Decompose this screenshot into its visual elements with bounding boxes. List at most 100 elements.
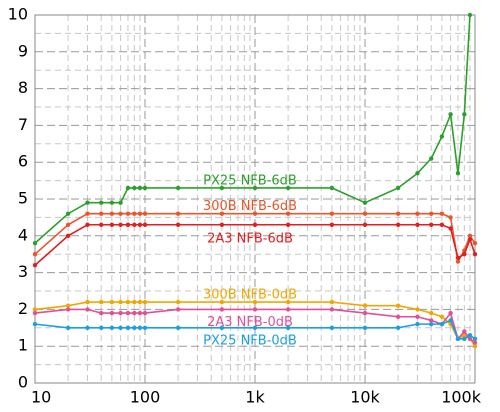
data-point	[429, 211, 434, 216]
data-point	[118, 211, 123, 216]
data-point	[142, 299, 148, 305]
data-point	[109, 200, 115, 205]
data-point	[472, 344, 478, 349]
data-point	[65, 303, 71, 308]
data-point	[132, 185, 137, 191]
data-point	[175, 325, 181, 330]
data-point	[439, 314, 445, 319]
series-label: 300B NFB-6dB	[203, 199, 297, 214]
data-point	[329, 211, 335, 216]
data-point	[175, 299, 181, 305]
data-point	[472, 240, 478, 246]
data-point	[132, 222, 137, 227]
data-point	[362, 303, 368, 308]
data-point	[415, 171, 420, 176]
data-point	[118, 299, 123, 305]
data-point	[467, 237, 473, 242]
data-point	[219, 185, 225, 191]
data-point	[462, 252, 467, 257]
data-point	[32, 240, 38, 246]
data-point	[118, 310, 123, 316]
data-point	[99, 211, 104, 216]
data-point	[99, 200, 104, 205]
data-point	[429, 156, 434, 161]
data-point	[118, 222, 123, 227]
data-point	[118, 325, 123, 330]
y-tick-label: 4	[18, 225, 28, 244]
data-point	[329, 185, 335, 191]
data-point	[65, 211, 71, 216]
data-point	[142, 185, 148, 191]
data-point	[462, 329, 467, 334]
data-point	[125, 299, 131, 305]
y-tick-label: 5	[18, 189, 28, 208]
data-point	[142, 222, 148, 227]
data-point	[429, 310, 434, 316]
data-point	[118, 200, 123, 205]
x-tick-label: 100	[130, 388, 161, 407]
data-point	[65, 325, 71, 330]
data-point	[362, 222, 368, 227]
data-point	[472, 336, 478, 342]
y-tick-label: 7	[18, 115, 28, 134]
data-point	[362, 200, 368, 205]
data-point	[85, 325, 90, 330]
data-point	[362, 325, 368, 330]
data-point	[439, 222, 445, 227]
data-point	[462, 112, 467, 117]
data-point	[252, 185, 258, 191]
data-point	[285, 185, 291, 191]
data-point	[439, 134, 445, 139]
data-point	[142, 310, 148, 316]
data-point	[109, 222, 115, 227]
y-tick-label: 8	[18, 78, 28, 97]
data-point	[125, 222, 131, 227]
data-point	[137, 211, 143, 216]
data-point	[472, 252, 478, 257]
data-point	[439, 321, 445, 327]
x-tick-label: 10k	[350, 388, 380, 407]
data-point	[395, 314, 401, 319]
data-point	[175, 211, 181, 216]
data-point	[175, 222, 181, 227]
data-point	[448, 215, 453, 220]
data-point	[415, 222, 420, 227]
data-point	[415, 307, 420, 312]
data-point	[395, 211, 401, 216]
data-point	[285, 222, 291, 227]
series-label: 2A3 NFB-6dB	[207, 231, 293, 246]
data-point	[329, 325, 335, 330]
data-point	[467, 12, 473, 18]
data-point	[109, 310, 115, 316]
data-point	[462, 336, 467, 342]
data-point	[362, 310, 368, 316]
data-point	[329, 307, 335, 312]
data-point	[329, 299, 335, 305]
y-tick-label: 3	[18, 262, 28, 281]
data-point	[99, 299, 104, 305]
data-point	[285, 325, 291, 330]
data-point	[219, 299, 225, 305]
data-point	[429, 222, 434, 227]
series-label: PX25 NFB-0dB	[203, 333, 297, 348]
y-tick-label: 2	[18, 299, 28, 318]
x-tick-label: 100k	[441, 388, 482, 407]
data-point	[395, 303, 401, 308]
data-point	[415, 211, 420, 216]
data-point	[175, 307, 181, 312]
data-point	[109, 299, 115, 305]
data-point	[395, 185, 401, 191]
series-label: 300B NFB-0dB	[203, 288, 297, 303]
data-point	[252, 325, 258, 330]
data-point	[448, 112, 453, 117]
data-point	[252, 211, 258, 216]
data-point	[219, 211, 225, 216]
data-point	[132, 299, 137, 305]
data-point	[65, 233, 71, 238]
data-point	[99, 310, 104, 316]
data-point	[65, 222, 71, 227]
series-label: PX25 NFB-6dB	[203, 173, 297, 188]
data-point	[415, 314, 420, 319]
data-point	[125, 325, 131, 330]
